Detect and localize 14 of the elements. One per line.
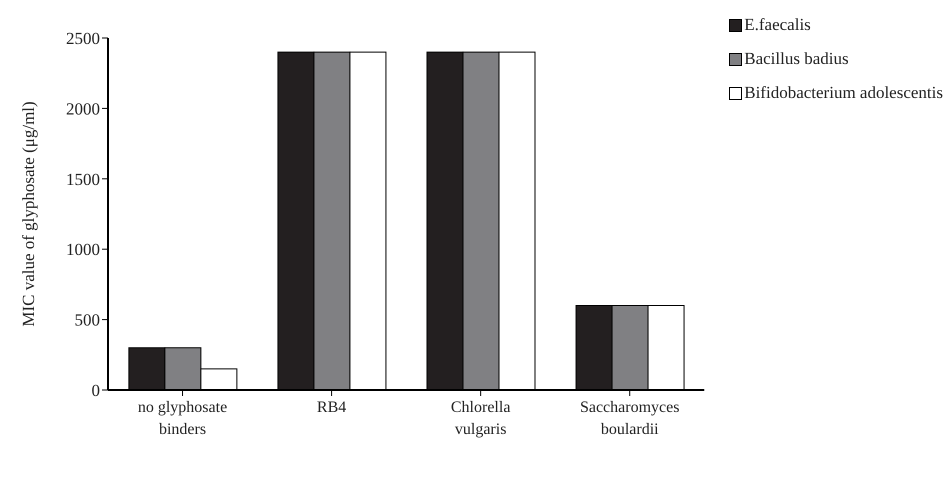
x-tick-label: no glyphosate binders	[138, 399, 228, 438]
y-tick-label: 0	[92, 381, 100, 400]
y-tick-label: 1000	[66, 240, 100, 260]
legend-label: Bacillus badius	[744, 49, 849, 69]
x-tick-label: RB4	[316, 399, 346, 416]
x-tick-label: Chlorella vulgaris	[450, 399, 510, 438]
legend-label: Bifidobacterium adolescentis	[744, 83, 943, 103]
y-axis-title: MIC value of glyphosate (μg/ml)	[19, 101, 38, 327]
y-tick-label: 2000	[66, 99, 100, 118]
y-tick-label: 1500	[66, 170, 100, 189]
x-tick-label: Saccharomyces boulardii	[580, 399, 680, 438]
y-tick-label: 2500	[66, 29, 100, 48]
y-tick-label: 500	[74, 310, 100, 330]
legend-label: E.faecalis	[744, 15, 811, 35]
